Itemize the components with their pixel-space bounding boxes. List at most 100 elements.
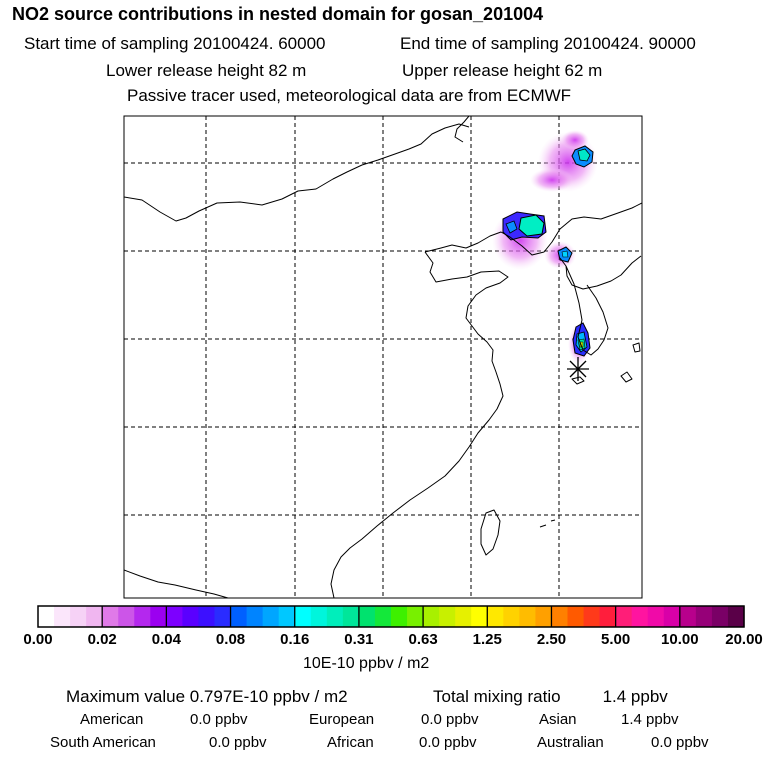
colorbar-segment (407, 606, 424, 627)
colorbar-segment (182, 606, 200, 627)
colorbar-segment (326, 606, 344, 627)
colorbar-segment (118, 606, 135, 627)
plot-title: NO2 source contributions in nested domai… (12, 4, 544, 24)
colorbar-segment (615, 606, 633, 627)
colorbar-segment (727, 606, 745, 627)
upper-release-height-label: Upper release height 62 m (402, 61, 603, 80)
ryukyu-islets (539, 519, 556, 528)
colorbar-segment (294, 606, 312, 627)
colorbar-segment (38, 606, 55, 627)
colorbar-segment (54, 606, 71, 627)
region-name-african: African (327, 734, 374, 751)
region-name-south-american: South American (50, 734, 156, 751)
total-mixing-ratio-value: 1.4 ppbv (602, 687, 668, 706)
colorbar-tick-label: 20.00 (725, 631, 763, 648)
northeast-border (454, 116, 470, 143)
colorbar-segment (455, 606, 472, 627)
plume-core (577, 148, 591, 162)
colorbar (37, 605, 745, 628)
concentration-plumes (492, 130, 598, 364)
colorbar-tick-label: 5.00 (601, 631, 631, 648)
japan-islets (632, 342, 641, 353)
colorbar-segment (134, 606, 151, 627)
japan-islets (620, 371, 633, 383)
colorbar-segment (230, 606, 248, 627)
taiwan (480, 509, 501, 556)
colorbar-segment (342, 606, 360, 627)
colorbar-tick-label: 0.31 (344, 631, 374, 648)
colorbar-segment (535, 606, 553, 627)
region-value-european: 0.0 ppbv (421, 711, 479, 728)
plume-core (561, 250, 569, 258)
colorbar-tick-label: 0.63 (408, 631, 438, 648)
colorbar-segment (391, 606, 408, 627)
colorbar-segment (166, 606, 184, 627)
colorbar-segment (471, 606, 488, 627)
colorbar-segment (374, 606, 392, 627)
plume-core (518, 214, 545, 237)
colorbar-segment (310, 606, 328, 627)
colorbar-segment (150, 606, 167, 627)
north-korea-coast (559, 255, 642, 290)
region-name-australian: Australian (537, 734, 604, 751)
tracer-info-label: Passive tracer used, meteorological data… (127, 86, 572, 105)
colorbar-segment (519, 606, 537, 627)
colorbar-tick-label: 2.50 (536, 631, 567, 648)
colorbar-tick-label: 0.00 (23, 631, 53, 648)
region-value-australian: 0.0 ppbv (651, 734, 709, 751)
colorbar-tick-label: 0.16 (280, 631, 310, 648)
southern-coast (124, 569, 229, 598)
colorbar-tick-label: 0.08 (215, 631, 246, 648)
coastlines (124, 116, 642, 598)
colorbar-segment (679, 606, 697, 627)
colorbar-segment (86, 606, 103, 627)
colorbar-segment (631, 606, 649, 627)
total-mixing-ratio: Total mixing ratio 1.4 ppbv (433, 687, 668, 707)
colorbar-segment (198, 606, 216, 627)
region-name-american: American (80, 711, 144, 728)
colorbar-segment (70, 606, 87, 627)
end-time-label: End time of sampling 20100424. 90000 (400, 34, 696, 53)
region-value-african: 0.0 ppbv (419, 734, 477, 751)
northern-border (124, 123, 470, 222)
colorbar-segment (262, 606, 280, 627)
plume-core (505, 220, 518, 234)
lat-lon-grid (124, 116, 642, 598)
colorbar-segment (439, 606, 456, 627)
jeju-island (571, 376, 585, 385)
region-name-european: European (309, 711, 375, 728)
colorbar-segment (695, 606, 713, 627)
start-time-label: Start time of sampling 20100424. 60000 (24, 34, 326, 53)
colorbar-segment (487, 606, 504, 627)
china-coast (424, 202, 642, 256)
lower-release-height-label: Lower release height 82 m (106, 61, 307, 80)
region-value-american: 0.0 ppbv (190, 711, 248, 728)
colorbar-segments (38, 606, 745, 627)
colorbar-tick-label: 1.25 (472, 631, 502, 648)
colorbar-tick-label: 10.00 (661, 631, 699, 648)
shandong-coast (330, 251, 509, 598)
korea-peninsula (565, 265, 609, 356)
colorbar-segment (583, 606, 601, 627)
colorbar-segment (246, 606, 264, 627)
colorbar-segment (599, 606, 617, 627)
region-value-south-american: 0.0 ppbv (209, 734, 267, 751)
colorbar-tick-marks (101, 606, 681, 627)
colorbar-segment (663, 606, 681, 627)
receptor-marker (567, 357, 589, 381)
colorbar-segment (711, 606, 729, 627)
colorbar-tick-label: 0.02 (87, 631, 117, 648)
region-value-asian: 1.4 ppbv (621, 711, 679, 728)
colorbar-segment (423, 606, 440, 627)
colorbar-segment (358, 606, 376, 627)
colorbar-segment (567, 606, 585, 627)
colorbar-segment (647, 606, 665, 627)
plume-halo (561, 130, 589, 150)
colorbar-unit-label: 10E-10 ppbv / m2 (303, 655, 430, 672)
colorbar-segment (102, 606, 119, 627)
colorbar-tick-label: 0.04 (151, 631, 181, 648)
colorbar-segment (503, 606, 520, 627)
region-name-asian: Asian (539, 711, 577, 728)
maximum-value-label: Maximum value 0.797E-10 ppbv / m2 (66, 687, 348, 706)
